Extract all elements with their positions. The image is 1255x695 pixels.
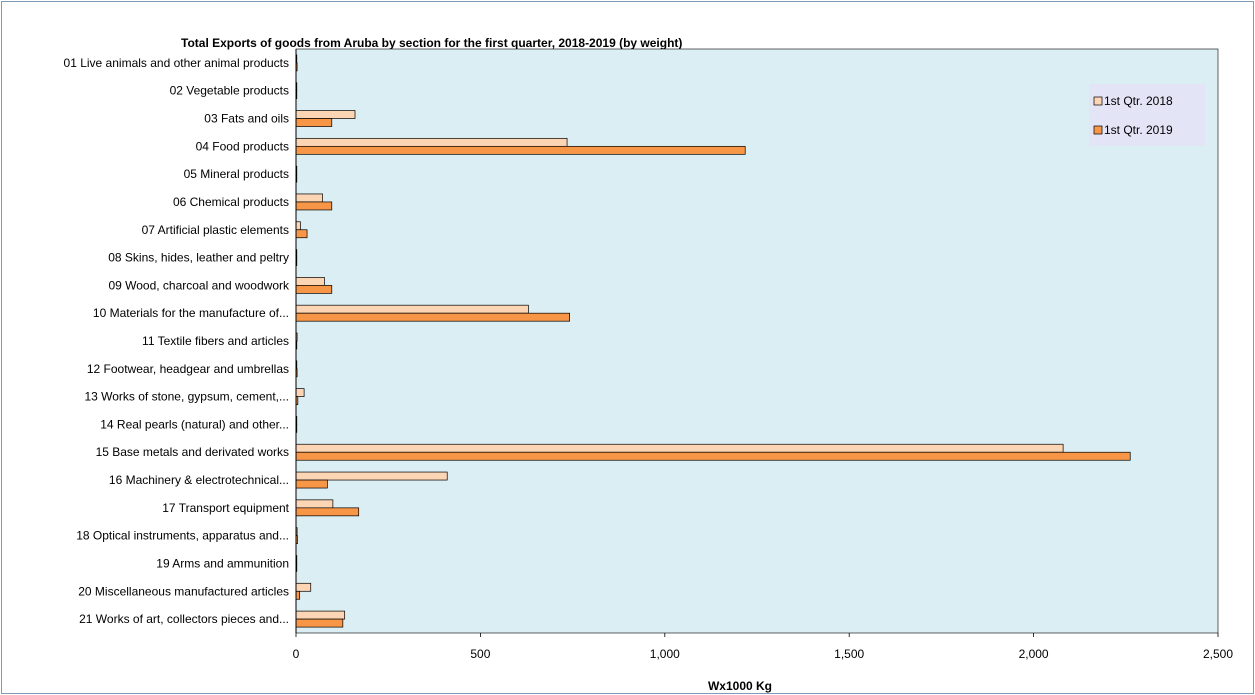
- category-label: 14 Real pearls (natural) and other...: [100, 417, 289, 431]
- bar-2019: [295, 312, 570, 322]
- category-label: 20 Miscellaneous manufactured articles: [78, 584, 289, 598]
- bar-2019: [295, 618, 344, 628]
- category-label: 05 Mineral products: [184, 167, 289, 181]
- category-label: 16 Machinery & electrotechnical...: [109, 473, 289, 487]
- x-tick-label: 2,500: [1203, 647, 1233, 661]
- bar-2019: [295, 201, 333, 211]
- bar-2018: [295, 471, 448, 481]
- category-label: 08 Skins, hides, leather and peltry: [108, 251, 289, 265]
- category-label: 01 Live animals and other animal product…: [64, 56, 289, 70]
- legend-swatch-2018: [1093, 96, 1103, 106]
- bar-2018: [295, 610, 346, 620]
- x-tick-label: 0: [293, 647, 300, 661]
- category-label: 11 Textile fibers and articles: [142, 334, 289, 348]
- category-labels: 01 Live animals and other animal product…: [64, 56, 290, 626]
- bar-2018: [295, 137, 568, 147]
- bar-2019: [295, 479, 328, 489]
- bar-2018: [295, 304, 529, 314]
- category-label: 13 Works of stone, gypsum, cement,...: [84, 390, 289, 404]
- x-tick-label: 2,000: [1019, 647, 1049, 661]
- bar-2019: [295, 285, 333, 294]
- category-label: 17 Transport equipment: [162, 501, 289, 515]
- bar-2019: [295, 118, 333, 127]
- chart-title: Total Exports of goods from Aruba by sec…: [181, 36, 682, 50]
- category-label: 21 Works of art, collectors pieces and..…: [79, 612, 289, 626]
- category-label: 02 Vegetable products: [170, 84, 289, 98]
- legend-label-2018: 1st Qtr. 2018: [1104, 94, 1173, 108]
- legend: 1st Qtr. 2018 1st Qtr. 2019: [1089, 84, 1205, 146]
- legend-label-2019: 1st Qtr. 2019: [1104, 123, 1173, 137]
- bar-2018: [295, 443, 1064, 453]
- bar-2018: [295, 388, 305, 397]
- bar-2018: [295, 277, 325, 286]
- bar-group: [295, 54, 1131, 628]
- category-label: 12 Footwear, headgear and umbrellas: [87, 362, 289, 376]
- x-axis-ticks: 0 500 1,000 1,500 2,000 2,500: [293, 633, 1233, 661]
- bar-2019: [295, 229, 308, 239]
- bar-2019: [295, 590, 301, 600]
- category-label: 10 Materials for the manufacture of...: [93, 306, 289, 320]
- bar-2018: [295, 582, 312, 592]
- legend-swatch-2019: [1093, 125, 1103, 135]
- category-label: 03 Fats and oils: [204, 112, 289, 126]
- category-label: 09 Wood, charcoal and woodwork: [108, 278, 290, 292]
- category-label: 15 Base metals and derivated works: [96, 445, 289, 459]
- x-tick-label: 500: [470, 647, 490, 661]
- bar-2018: [295, 499, 334, 509]
- bar-2019: [295, 145, 746, 155]
- x-axis-title: Wx1000 Kg: [708, 679, 772, 693]
- category-label: 18 Optical instruments, apparatus and...: [76, 529, 289, 543]
- bar-2018: [295, 221, 301, 231]
- x-tick-label: 1,500: [834, 647, 864, 661]
- category-label: 04 Food products: [196, 139, 289, 153]
- bar-2018: [295, 110, 356, 119]
- category-label: 07 Artificial plastic elements: [142, 223, 289, 237]
- category-label: 06 Chemical products: [173, 195, 289, 209]
- category-label: 19 Arms and ammunition: [156, 556, 289, 570]
- x-tick-label: 1,000: [650, 647, 680, 661]
- bar-2018: [295, 193, 323, 203]
- legend-box: [1089, 84, 1205, 146]
- plot-area: [295, 48, 1219, 634]
- bar-2019: [295, 507, 360, 517]
- bar-2019: [295, 451, 1131, 461]
